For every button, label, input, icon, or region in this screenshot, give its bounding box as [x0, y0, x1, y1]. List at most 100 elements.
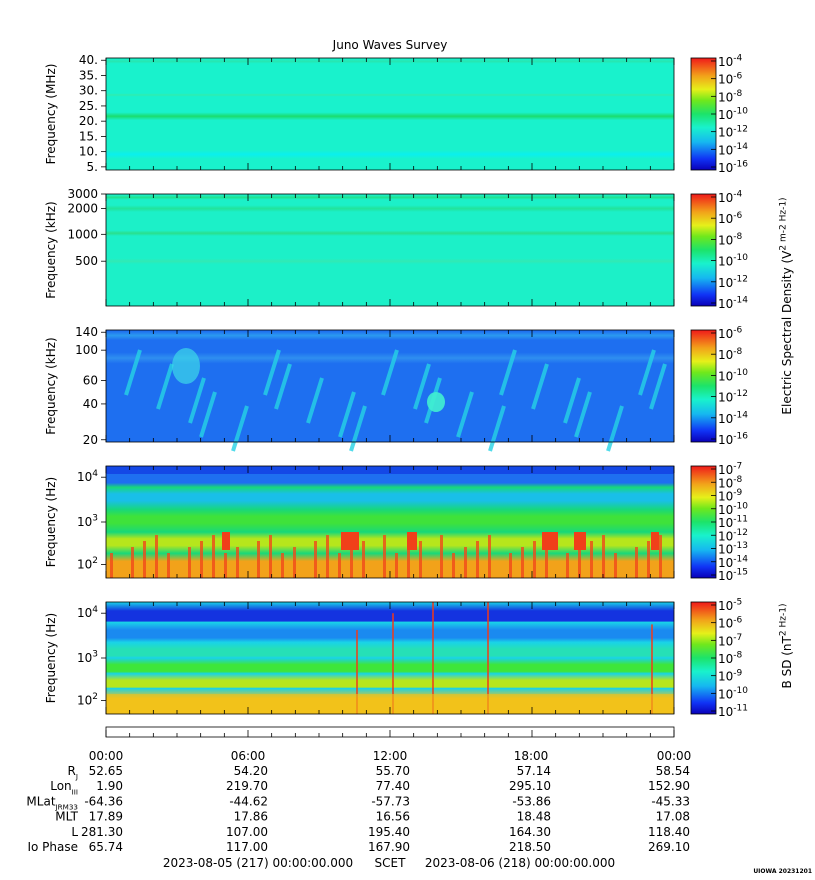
emission-streak: [124, 349, 142, 396]
ephemeris-value: 107.00: [226, 825, 268, 839]
emission-streak: [452, 553, 455, 578]
y-tick-label: 25.: [79, 99, 98, 113]
ephemeris-value: 269.10: [648, 840, 690, 854]
ephemeris-value: 118.40: [648, 825, 690, 839]
ephemeris-value: 164.30: [509, 825, 551, 839]
ephemeris-value: 17.89: [89, 810, 123, 824]
emission-streak: [509, 553, 512, 578]
y-axis-label: Frequency (Hz): [44, 477, 58, 568]
emission-streak: [476, 541, 479, 578]
y-tick-label: 2000: [67, 202, 98, 216]
colorbar-tick-label: 10-12​: [718, 528, 748, 543]
ephemeris-value: -45.33: [651, 794, 690, 808]
emission-streak: [638, 349, 656, 396]
chart-title: Juno Waves Survey: [332, 38, 448, 52]
colorbar-tick-label: 10-6​: [718, 71, 743, 86]
spectrogram-image: [106, 330, 674, 442]
ephemeris-value: 167.90: [368, 840, 410, 854]
emission-streak: [156, 363, 174, 410]
colorbar-tick-label: 10-9​: [718, 668, 743, 683]
ephemeris-value: 77.40: [376, 779, 410, 793]
y-tick-label: 5.: [87, 160, 98, 174]
footer-start: 2023-08-05 (217) 00:00:00.000: [163, 856, 353, 870]
emission-streak: [338, 391, 356, 438]
colorbar-tick-label: 10-6​: [718, 615, 743, 630]
spectrogram-image: [106, 466, 674, 578]
colorbar-tick-label: 10-14​: [718, 296, 748, 311]
colorbar-tick-label: 10-9​: [718, 488, 743, 503]
emission-streak: [326, 535, 329, 578]
emission-streak: [531, 363, 549, 410]
colorbar-tick-label: 10-10​: [718, 107, 748, 122]
ephemeris-value: 57.14: [517, 764, 551, 778]
ephemeris-value: 117.00: [226, 840, 268, 854]
emission-streak: [200, 541, 203, 578]
colorbar-tick-label: 10-6​: [718, 326, 743, 341]
y-tick-label: 103​: [77, 514, 98, 529]
y-tick-label: 15.: [79, 129, 98, 143]
emission-streak: [362, 541, 365, 578]
colorbar-tick-label: 10-10​: [718, 253, 748, 268]
colorbar-tick-label: 10-16​: [718, 160, 748, 175]
y-tick-label: 20: [83, 433, 98, 447]
ephemeris-value: 54.20: [234, 764, 268, 778]
ephemeris-label: Io Phase: [27, 840, 78, 854]
footer-scet: SCET: [375, 856, 407, 870]
ephemeris-value: 55.70: [376, 764, 410, 778]
ephemeris-label: MLT: [55, 810, 78, 824]
emission-streak: [131, 547, 134, 578]
ephemeris-value: 58.54: [656, 764, 690, 778]
footer-end: 2023-08-06 (218) 00:00:00.000: [425, 856, 615, 870]
emission-blob: [172, 348, 200, 384]
emission-streak: [155, 535, 158, 578]
colorbar-tick-label: 10-14​: [718, 142, 748, 157]
footer: 2023-08-05 (217) 00:00:00.000 SCET 2023-…: [163, 856, 812, 875]
ephemeris-value: 16.56: [376, 810, 410, 824]
emission-streak: [224, 553, 227, 578]
emission-streak: [488, 405, 506, 452]
time-label: 00:00: [657, 749, 692, 763]
emission-streak: [236, 547, 239, 578]
emission-streak: [407, 547, 410, 578]
emission-streak: [578, 547, 581, 578]
panel-1: 40.35. 30.25.20.15. 10.5. Frequency (MHz) 10…: [44, 53, 748, 175]
colorbar-tick-label: 10-5​: [718, 598, 742, 613]
y-tick-label: 102​: [77, 692, 98, 707]
y-axis-label: Frequency (kHz): [44, 201, 58, 298]
emission-streak: [521, 547, 524, 578]
colorbar-tick-label: 10-7​: [718, 633, 742, 648]
colorbar-tick-label: 10-8​: [718, 475, 743, 490]
colorbar-title-electric: Electric Spectral Density (V2 m​-2 Hz​-1…: [779, 197, 794, 414]
colorbar-tick-label: 10-7​: [718, 462, 742, 477]
y-tick-label: 140: [75, 325, 98, 339]
colorbar: [690, 329, 717, 443]
emission-streak: [440, 535, 443, 578]
colorbar-tick-label: 10-8​: [718, 651, 743, 666]
emission-streak: [263, 349, 281, 396]
ephemeris-label: LonIII​: [50, 779, 78, 796]
time-axis: [105, 726, 675, 738]
ephemeris-value: 152.90: [648, 779, 690, 793]
y-tick-label: 30.: [79, 84, 98, 98]
emission-streak: [383, 535, 386, 578]
ephemeris-value: -44.62: [229, 794, 268, 808]
emission-streak: [649, 363, 667, 410]
emission-streak: [269, 535, 272, 578]
emission-streak: [231, 405, 249, 452]
emission-streak: [167, 553, 170, 578]
colorbar-tick-label: 10-8​: [718, 89, 743, 104]
ephemeris-label: MLatJRM33​: [26, 794, 78, 811]
emission-streak: [293, 547, 296, 578]
colorbar-tick-label: 10-4​: [718, 190, 743, 205]
emission-streak: [590, 541, 593, 578]
emission-blob: [542, 532, 558, 550]
colorbar-tick-label: 10-12​: [718, 274, 748, 289]
emission-streak: [545, 535, 548, 578]
ephemeris-value: 52.65: [89, 764, 123, 778]
ephemeris-value: 17.08: [656, 810, 690, 824]
ephemeris-table: 00:00 06:00 12:00 18:00 00:00 RJ​ 52.65 54.20 55…: [26, 749, 691, 854]
colorbar-tick-label: 10-4​: [718, 54, 743, 69]
time-label: 18:00: [514, 749, 549, 763]
emission-streak: [338, 553, 341, 578]
